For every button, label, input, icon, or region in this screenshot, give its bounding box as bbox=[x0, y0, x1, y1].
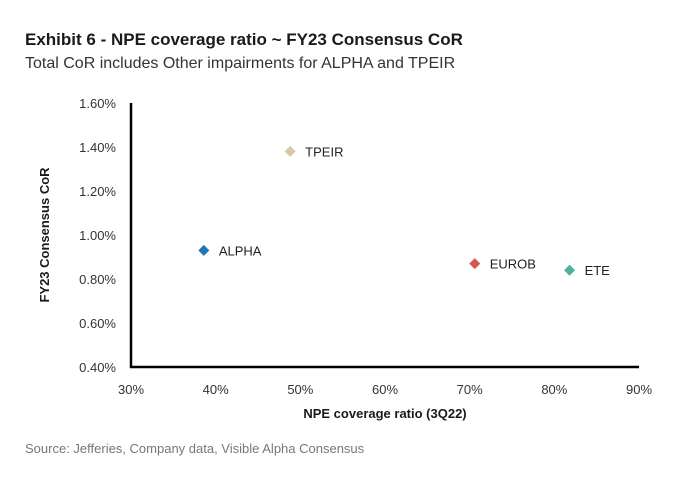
y-tick-label: 1.00% bbox=[79, 228, 116, 243]
y-tick-label: 0.40% bbox=[79, 360, 116, 375]
x-axis-title: NPE coverage ratio (3Q22) bbox=[303, 406, 466, 421]
x-tick-label: 30% bbox=[118, 382, 144, 397]
point-label: TPEIR bbox=[305, 144, 343, 159]
x-tick-label: 50% bbox=[287, 382, 313, 397]
x-tick-label: 40% bbox=[203, 382, 229, 397]
diamond-marker bbox=[564, 264, 576, 276]
y-tick-label: 0.60% bbox=[79, 316, 116, 331]
data-point-ete: ETE bbox=[564, 263, 610, 278]
x-tick-label: 90% bbox=[626, 382, 652, 397]
data-point-eurob: EUROB bbox=[469, 257, 536, 272]
source-note: Source: Jefferies, Company data, Visible… bbox=[25, 441, 365, 456]
chart-axes bbox=[129, 103, 639, 369]
chart-title: Exhibit 6 - NPE coverage ratio ~ FY23 Co… bbox=[25, 30, 463, 49]
x-tick-label: 80% bbox=[541, 382, 567, 397]
data-point-tpeir: TPEIR bbox=[284, 144, 343, 159]
y-axis-title: FY23 Consensus CoR bbox=[37, 167, 52, 303]
diamond-marker bbox=[469, 258, 481, 270]
x-tick-label: 70% bbox=[457, 382, 483, 397]
x-tick-label: 60% bbox=[372, 382, 398, 397]
chart-points: TPEIR ALPHA EUROB ETE bbox=[198, 144, 610, 278]
y-tick-label: 0.80% bbox=[79, 272, 116, 287]
data-point-alpha: ALPHA bbox=[198, 243, 262, 258]
diamond-marker bbox=[198, 244, 210, 256]
chart-subtitle: Total CoR includes Other impairments for… bbox=[25, 55, 456, 72]
diamond-marker bbox=[284, 145, 296, 157]
point-label: ETE bbox=[585, 263, 611, 278]
y-tick-label: 1.60% bbox=[79, 96, 116, 111]
y-tick-label: 1.40% bbox=[79, 140, 116, 155]
y-tick-label: 1.20% bbox=[79, 184, 116, 199]
point-label: EUROB bbox=[490, 257, 536, 272]
chart-ticks: 0.40% 0.60% 0.80% 1.00% 1.20% 1.40% 1.60% 30% 40… bbox=[79, 96, 652, 397]
point-label: ALPHA bbox=[219, 243, 262, 258]
